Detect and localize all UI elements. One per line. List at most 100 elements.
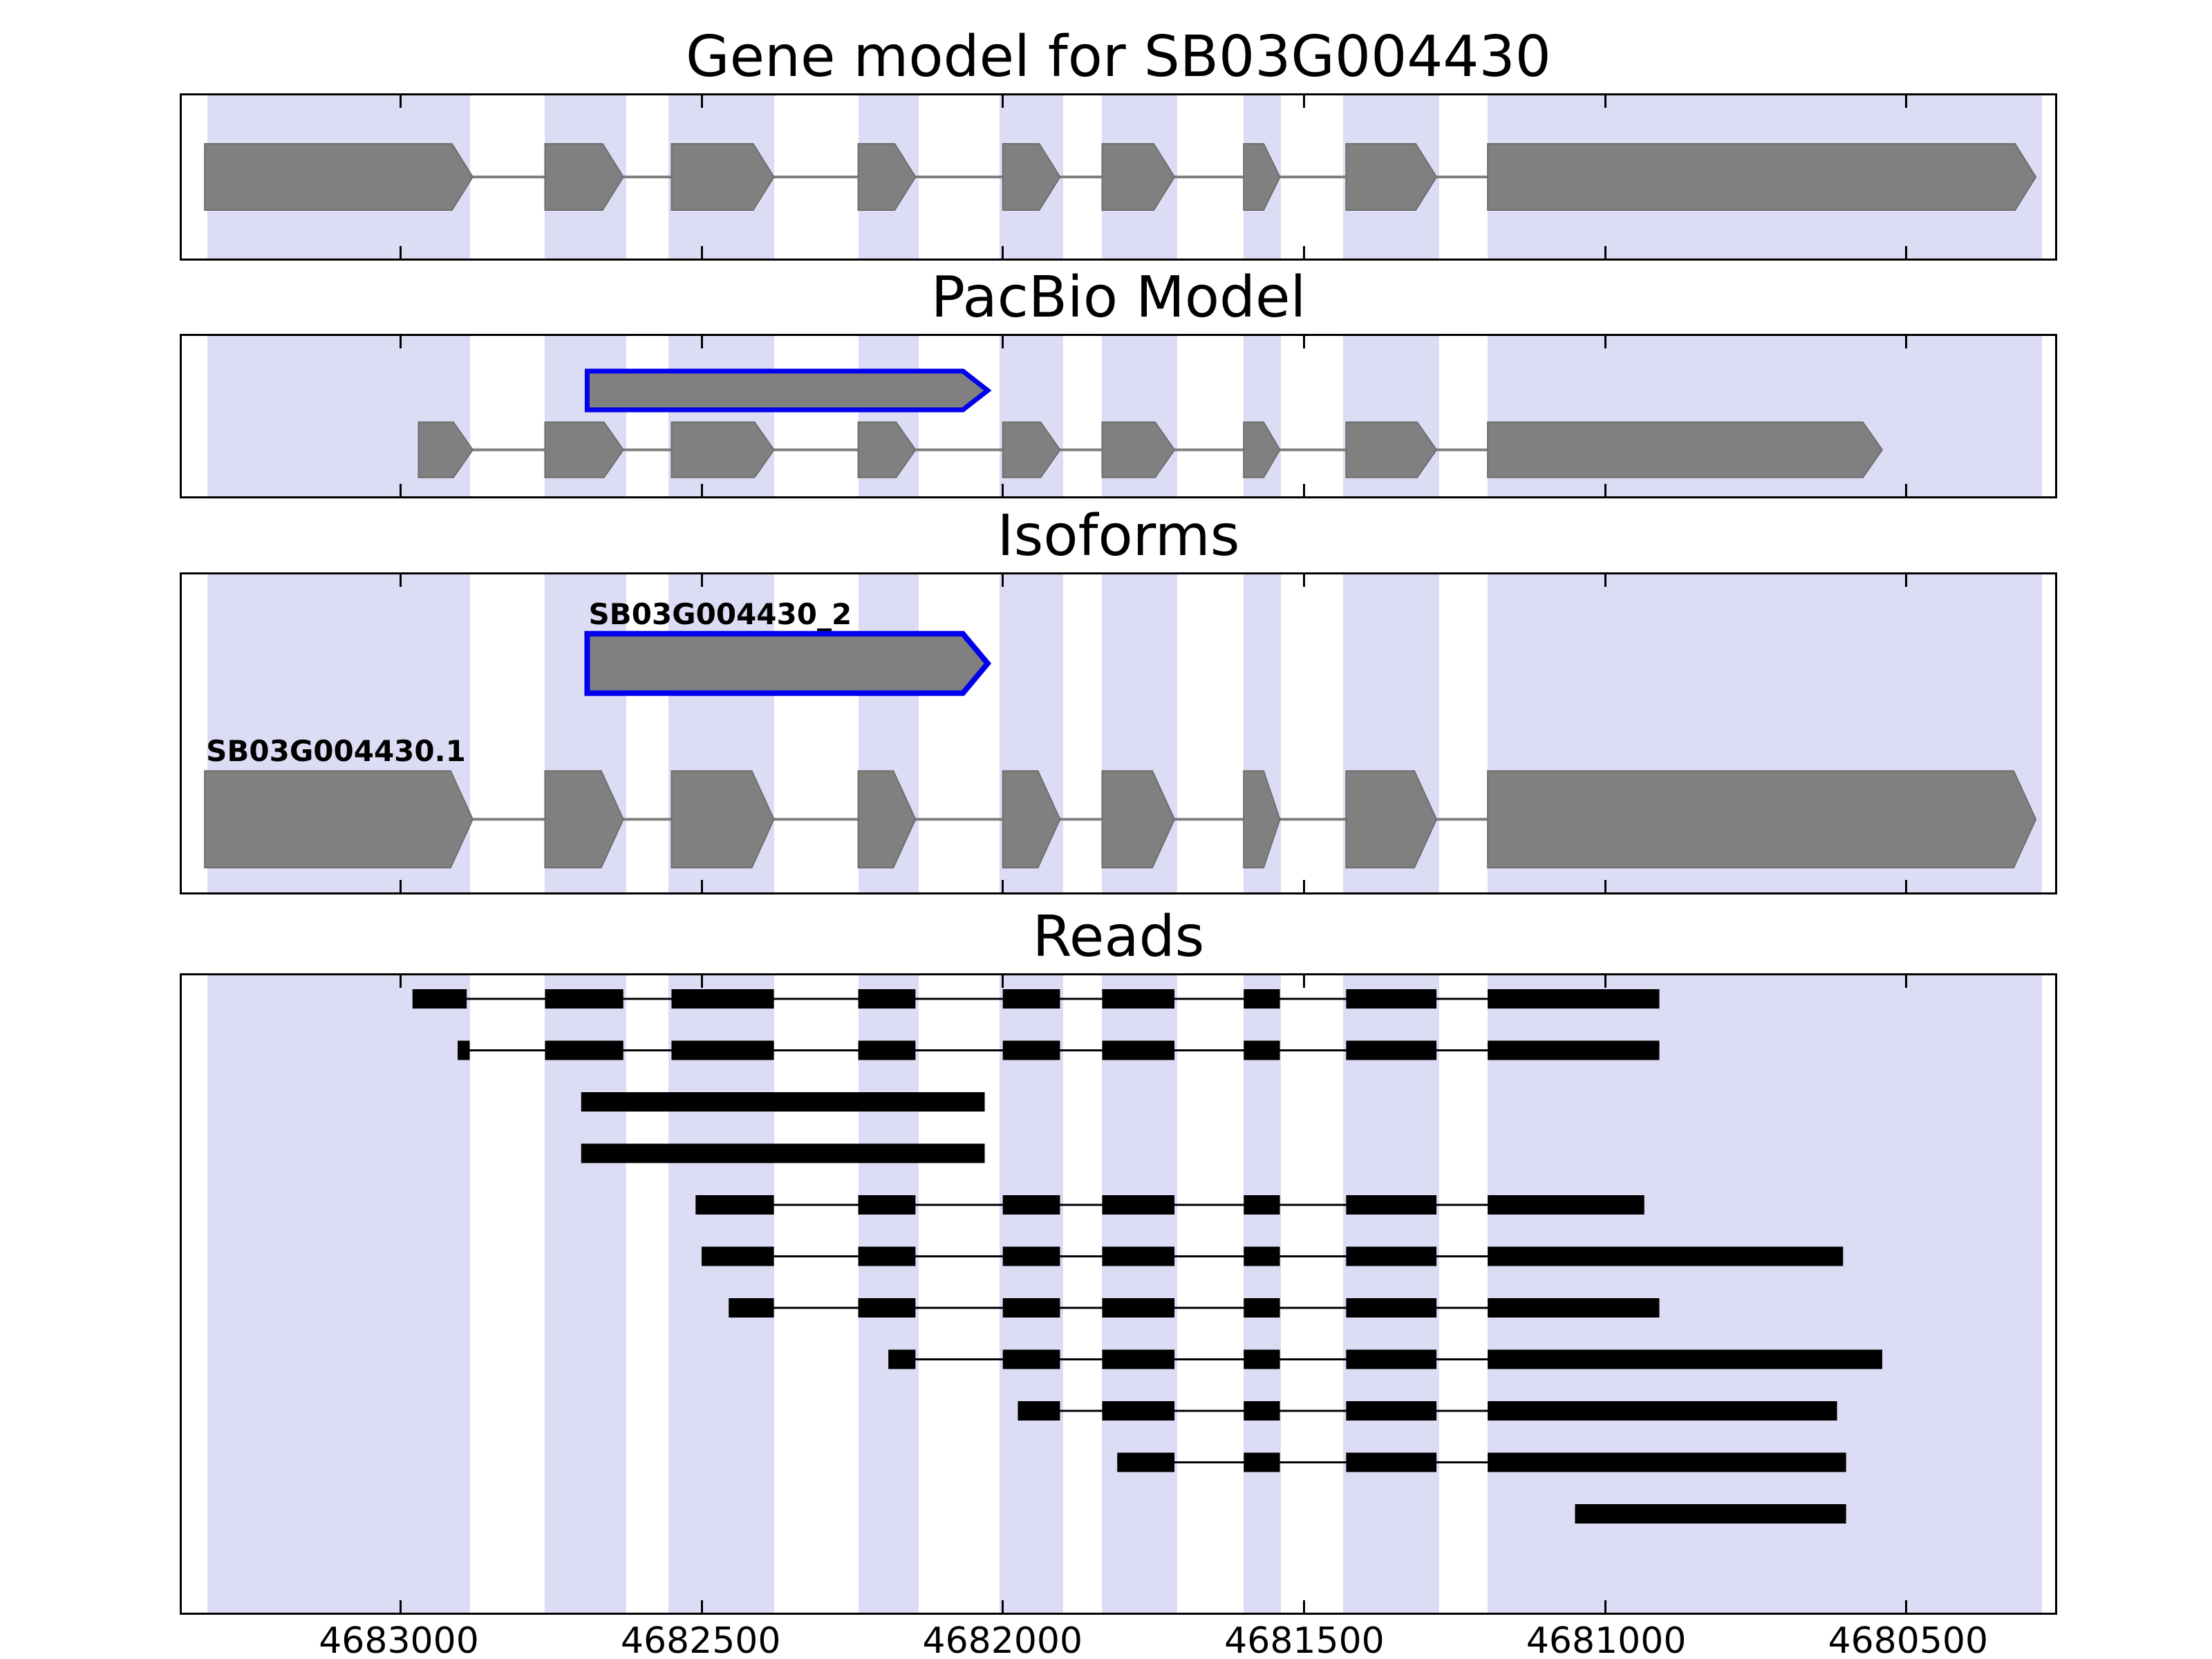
pacbio-model-features <box>418 368 1884 478</box>
read-block <box>695 1195 774 1215</box>
axis-tick-mark <box>1002 1600 1004 1613</box>
read-block <box>1102 1349 1175 1369</box>
exon-shape <box>1101 421 1176 478</box>
transcript <box>418 421 1884 478</box>
read-block <box>1244 1401 1280 1421</box>
read-block <box>1488 1452 1846 1472</box>
read-block <box>1244 1349 1280 1369</box>
axis-tick-mark <box>1604 95 1606 108</box>
panel-title-gene-model: Gene model for SB03G004430 <box>686 24 1551 90</box>
axis-tick-mark <box>1905 1600 1908 1613</box>
x-axis-tick-label: 4680500 <box>1828 1620 1989 1659</box>
axis-tick-mark <box>700 1600 703 1613</box>
read-block <box>1346 1401 1437 1421</box>
read-block <box>1575 1504 1846 1524</box>
x-axis-tick-label: 4683000 <box>319 1620 479 1659</box>
read-block <box>1002 1195 1060 1215</box>
read-block <box>1488 989 1660 1009</box>
transcript <box>584 368 992 413</box>
panel-title-reads: Reads <box>1032 904 1205 970</box>
exon-shape <box>1345 770 1438 869</box>
read-block <box>1002 1349 1060 1369</box>
axis-tick-mark <box>700 246 703 259</box>
read-block <box>458 1040 470 1060</box>
axis-tick-mark <box>1302 880 1305 892</box>
exon-shape <box>671 770 775 869</box>
panel-title-pacbio-model: PacBio Model <box>930 265 1306 330</box>
panel-reads <box>180 973 2057 1615</box>
axis-tick-mark <box>700 975 703 988</box>
axis-tick-mark <box>1905 975 1908 988</box>
exon-shape <box>1345 421 1438 478</box>
axis-tick-mark <box>1905 246 1908 259</box>
axis-tick-mark <box>1002 336 1004 348</box>
exon-band <box>858 975 919 1613</box>
reads-features <box>412 989 1882 1524</box>
read <box>695 1195 1644 1215</box>
exon-shape <box>544 421 624 478</box>
panel-title-isoforms: Isoforms <box>997 503 1240 569</box>
axis-tick-mark <box>399 880 402 892</box>
read <box>702 1246 1844 1266</box>
x-axis-tick-label: 4681000 <box>1526 1620 1687 1659</box>
panel-gene-model <box>180 93 2057 261</box>
read-block <box>729 1298 774 1318</box>
exon-shape <box>1101 143 1176 211</box>
exon-shape <box>1487 770 2037 869</box>
axis-tick-mark <box>1604 484 1606 496</box>
read-block <box>1346 989 1437 1009</box>
read-block <box>858 1298 916 1318</box>
axis-tick-mark <box>399 95 402 108</box>
read-block <box>858 1246 916 1266</box>
axis-tick-mark <box>399 484 402 496</box>
read-block <box>1102 989 1175 1009</box>
exon-shape <box>1243 143 1281 211</box>
exon-shape <box>584 630 992 696</box>
exon-band <box>1244 975 1282 1613</box>
axis-tick-mark <box>1604 246 1606 259</box>
axis-tick-mark <box>1604 574 1606 587</box>
read <box>458 1040 1660 1060</box>
exon-shape <box>1002 143 1061 211</box>
transcript: SB03G004430.1 <box>204 734 2037 869</box>
read-block <box>1488 1349 1882 1369</box>
exon-shape <box>1345 143 1438 211</box>
x-axis-tick-label: 4682000 <box>922 1620 1083 1659</box>
axis-tick-mark <box>399 574 402 587</box>
read-block <box>412 989 467 1009</box>
axis-tick-mark <box>1604 336 1606 348</box>
isoform-label: SB03G004430_2 <box>588 597 852 631</box>
axis-tick-mark <box>1604 975 1606 988</box>
read-block <box>1346 1349 1437 1369</box>
axis-tick-mark <box>399 1600 402 1613</box>
exon-shape <box>1101 770 1176 869</box>
exon-shape <box>544 770 624 869</box>
read-block <box>1244 1298 1280 1318</box>
axis-tick-mark <box>1905 574 1908 587</box>
exon-shape <box>1243 770 1281 869</box>
read-block <box>1488 1040 1660 1060</box>
exon-shape <box>857 421 917 478</box>
axis-tick-mark <box>399 336 402 348</box>
axis-tick-mark <box>1002 880 1004 892</box>
axis-tick-mark <box>700 484 703 496</box>
read <box>581 1092 985 1112</box>
read-block <box>1002 1246 1060 1266</box>
axis-tick-mark <box>700 880 703 892</box>
read-block <box>1346 1452 1437 1472</box>
read-block <box>1244 1246 1280 1266</box>
read-block <box>1102 1298 1175 1318</box>
exon-shape <box>584 368 992 413</box>
axis-tick-mark <box>1302 246 1305 259</box>
exon-shape <box>418 421 474 478</box>
read-block <box>1244 989 1280 1009</box>
read <box>412 989 1660 1009</box>
read <box>1018 1401 1837 1421</box>
axis-tick-mark <box>1604 1600 1606 1613</box>
read <box>581 1143 985 1163</box>
exon-shape <box>204 143 474 211</box>
read-block <box>1488 1401 1837 1421</box>
read-block <box>1346 1040 1437 1060</box>
panel-isoforms: SB03G004430_2 SB03G004430.1 <box>180 572 2057 894</box>
read-block <box>1102 1195 1175 1215</box>
